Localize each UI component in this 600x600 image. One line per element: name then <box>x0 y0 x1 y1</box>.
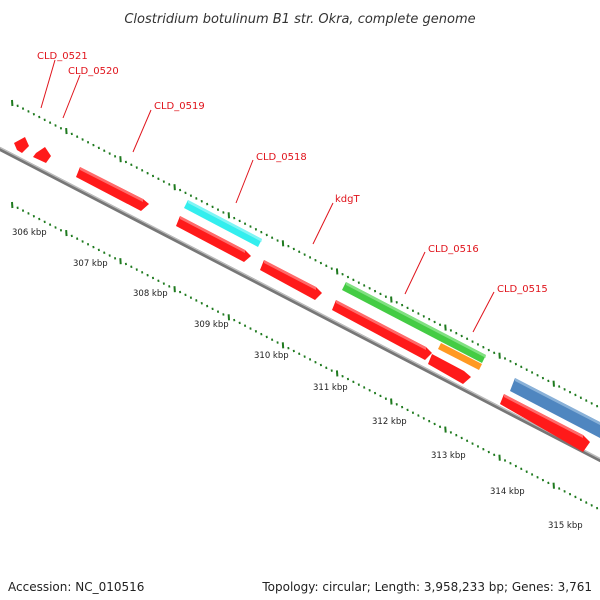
genome-backbone-highlight <box>0 146 600 460</box>
feature-green[interactable] <box>342 282 486 363</box>
gene-label-cld-0521[interactable]: CLD_0521 <box>37 51 88 62</box>
gene-label-cld-0515[interactable]: CLD_0515 <box>497 284 548 295</box>
cds-arrow-cld-0518[interactable] <box>176 216 251 262</box>
gene-label-leaders <box>40 59 495 333</box>
accession-text: Accession: NC_010516 <box>8 580 145 594</box>
scale-tick-label: 309 kbp <box>194 320 229 330</box>
tick-labels: 306 kbp 307 kbp 308 kbp 309 kbp 310 kbp 311 k… <box>12 228 583 531</box>
gene-label-cld-0520[interactable]: CLD_0520 <box>68 66 119 77</box>
gene-label-cld-0519[interactable]: CLD_0519 <box>154 101 205 112</box>
gene-labels: CLD_0521 CLD_0520 CLD_0519 CLD_0518 kdgT… <box>37 51 548 295</box>
cds-arrow-cld-0520[interactable] <box>33 147 51 163</box>
scale-tick-label: 312 kbp <box>372 417 407 427</box>
cds-arrow-cld-0515[interactable] <box>428 354 471 384</box>
scale-tick-label: 308 kbp <box>133 289 168 299</box>
cds-arrow-cld-0516[interactable] <box>332 300 432 360</box>
scale-tick-label: 315 kbp <box>548 521 583 531</box>
feature-steelblue[interactable] <box>510 378 600 438</box>
feature-track <box>14 137 600 452</box>
gene-label-cld-0518[interactable]: CLD_0518 <box>256 152 307 163</box>
scale-tick-label: 314 kbp <box>490 487 525 497</box>
cds-arrow-kdgt[interactable] <box>260 260 322 300</box>
scale-tick-label: 307 kbp <box>73 259 108 269</box>
scale-tick-label: 311 kbp <box>313 383 348 393</box>
cds-arrow-next[interactable] <box>500 394 590 452</box>
map-title: Clostridium botulinum B1 str. Okra, comp… <box>124 12 475 27</box>
gene-label-kdgt[interactable]: kdgT <box>335 194 360 205</box>
genome-backbone <box>0 147 600 462</box>
cds-arrow-cld-0519[interactable] <box>76 167 149 211</box>
feature-cyan[interactable] <box>184 200 262 247</box>
feature-orange[interactable] <box>438 343 482 370</box>
scale-tick-label: 313 kbp <box>431 451 466 461</box>
cds-arrow-cld-0521[interactable] <box>14 137 29 153</box>
gene-label-cld-0516[interactable]: CLD_0516 <box>428 244 479 255</box>
scale-tick-label: 306 kbp <box>12 228 47 238</box>
lower-tick-track <box>11 201 599 510</box>
upper-tick-track <box>11 99 599 408</box>
genome-summary-text: Topology: circular; Length: 3,958,233 bp… <box>262 580 592 594</box>
scale-tick-label: 310 kbp <box>254 351 289 361</box>
